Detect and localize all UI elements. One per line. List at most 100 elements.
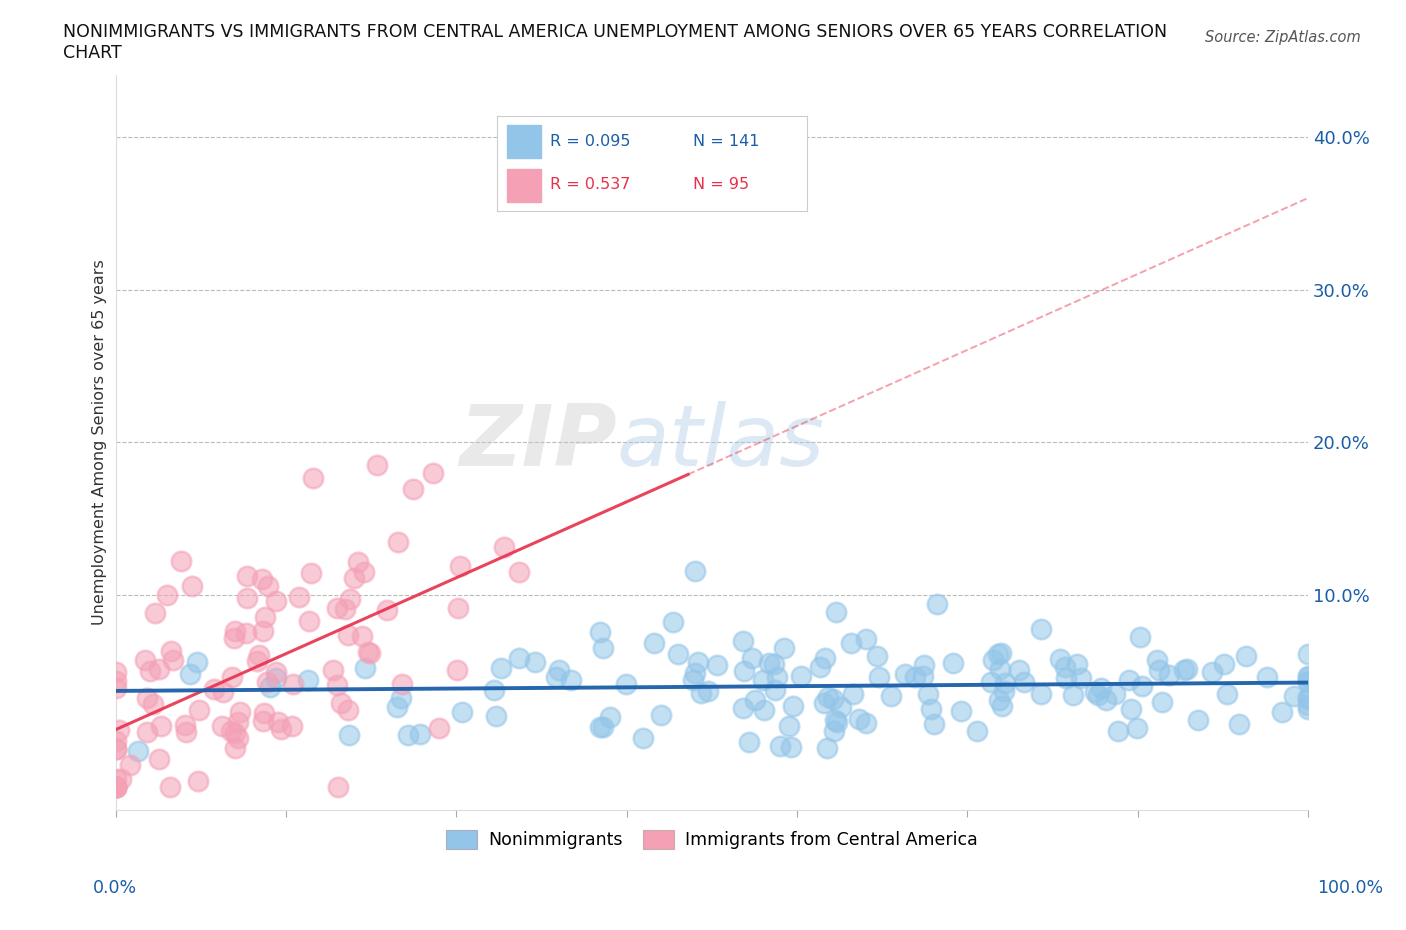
Point: [1107, 724, 1129, 738]
Point: [823, 724, 845, 738]
Point: [1175, 662, 1198, 677]
Point: [179, 667, 201, 682]
Point: [252, 624, 274, 639]
Point: [211, 719, 233, 734]
Point: [224, 725, 246, 740]
Point: [104, 779, 127, 794]
Point: [402, 482, 425, 497]
Point: [546, 670, 568, 684]
Point: [683, 564, 706, 578]
Point: [697, 684, 720, 698]
Point: [1062, 687, 1084, 702]
Point: [1012, 675, 1035, 690]
Point: [1173, 662, 1195, 677]
Point: [508, 651, 530, 666]
Point: [409, 726, 432, 741]
Point: [159, 779, 181, 794]
Point: [508, 565, 530, 579]
Point: [288, 589, 311, 604]
Point: [990, 645, 1012, 660]
Point: [1296, 692, 1319, 707]
Point: [1090, 681, 1112, 696]
Point: [224, 740, 246, 755]
Point: [815, 740, 838, 755]
Point: [484, 683, 506, 698]
Text: Source: ZipAtlas.com: Source: ZipAtlas.com: [1205, 30, 1361, 45]
Point: [912, 669, 935, 684]
Point: [763, 683, 786, 698]
Point: [731, 634, 754, 649]
Point: [1087, 687, 1109, 702]
Point: [643, 635, 665, 650]
Point: [187, 703, 209, 718]
Point: [1094, 693, 1116, 708]
Text: NONIMMIGRANTS VS IMMIGRANTS FROM CENTRAL AMERICA UNEMPLOYMENT AMONG SENIORS OVER: NONIMMIGRANTS VS IMMIGRANTS FROM CENTRAL…: [63, 23, 1167, 62]
Point: [283, 677, 305, 692]
Point: [706, 658, 728, 672]
Point: [104, 674, 127, 689]
Point: [451, 705, 474, 720]
Point: [339, 591, 361, 606]
Point: [589, 719, 612, 734]
Point: [825, 604, 848, 619]
Point: [1234, 648, 1257, 663]
Point: [855, 632, 877, 647]
Point: [980, 674, 1002, 689]
Point: [108, 723, 131, 737]
Point: [682, 672, 704, 687]
Point: [235, 626, 257, 641]
Point: [353, 565, 375, 579]
Point: [925, 596, 948, 611]
Point: [281, 718, 304, 733]
Point: [352, 629, 374, 644]
Point: [1129, 630, 1152, 644]
Point: [221, 670, 243, 684]
Text: 100.0%: 100.0%: [1316, 879, 1384, 897]
Point: [226, 730, 249, 745]
Point: [343, 571, 366, 586]
Point: [773, 641, 796, 656]
Point: [104, 742, 127, 757]
Point: [104, 665, 127, 680]
Point: [148, 661, 170, 676]
Point: [136, 724, 159, 739]
Point: [104, 779, 127, 794]
Point: [1132, 679, 1154, 694]
Point: [139, 664, 162, 679]
Point: [790, 669, 813, 684]
Point: [427, 720, 450, 735]
Point: [391, 676, 413, 691]
Point: [738, 735, 761, 750]
Point: [366, 458, 388, 472]
Point: [650, 708, 672, 723]
Text: 0.0%: 0.0%: [93, 879, 138, 897]
Point: [228, 714, 250, 729]
Point: [266, 671, 288, 685]
Point: [920, 702, 942, 717]
Point: [1054, 671, 1077, 685]
Point: [548, 663, 571, 678]
Text: atlas: atlas: [616, 401, 824, 484]
Point: [212, 684, 235, 699]
Point: [127, 743, 149, 758]
Point: [866, 649, 889, 664]
Point: [224, 631, 246, 645]
Point: [326, 779, 349, 794]
Point: [174, 718, 197, 733]
Point: [754, 702, 776, 717]
Point: [917, 686, 939, 701]
Point: [267, 715, 290, 730]
Point: [252, 713, 274, 728]
Point: [813, 696, 835, 711]
Point: [592, 720, 614, 735]
Point: [110, 772, 132, 787]
Point: [143, 605, 166, 620]
Point: [592, 641, 614, 656]
Point: [1070, 671, 1092, 686]
Point: [250, 572, 273, 587]
Point: [104, 741, 127, 756]
Point: [690, 685, 713, 700]
Point: [150, 719, 173, 734]
Point: [744, 693, 766, 708]
Point: [894, 667, 917, 682]
